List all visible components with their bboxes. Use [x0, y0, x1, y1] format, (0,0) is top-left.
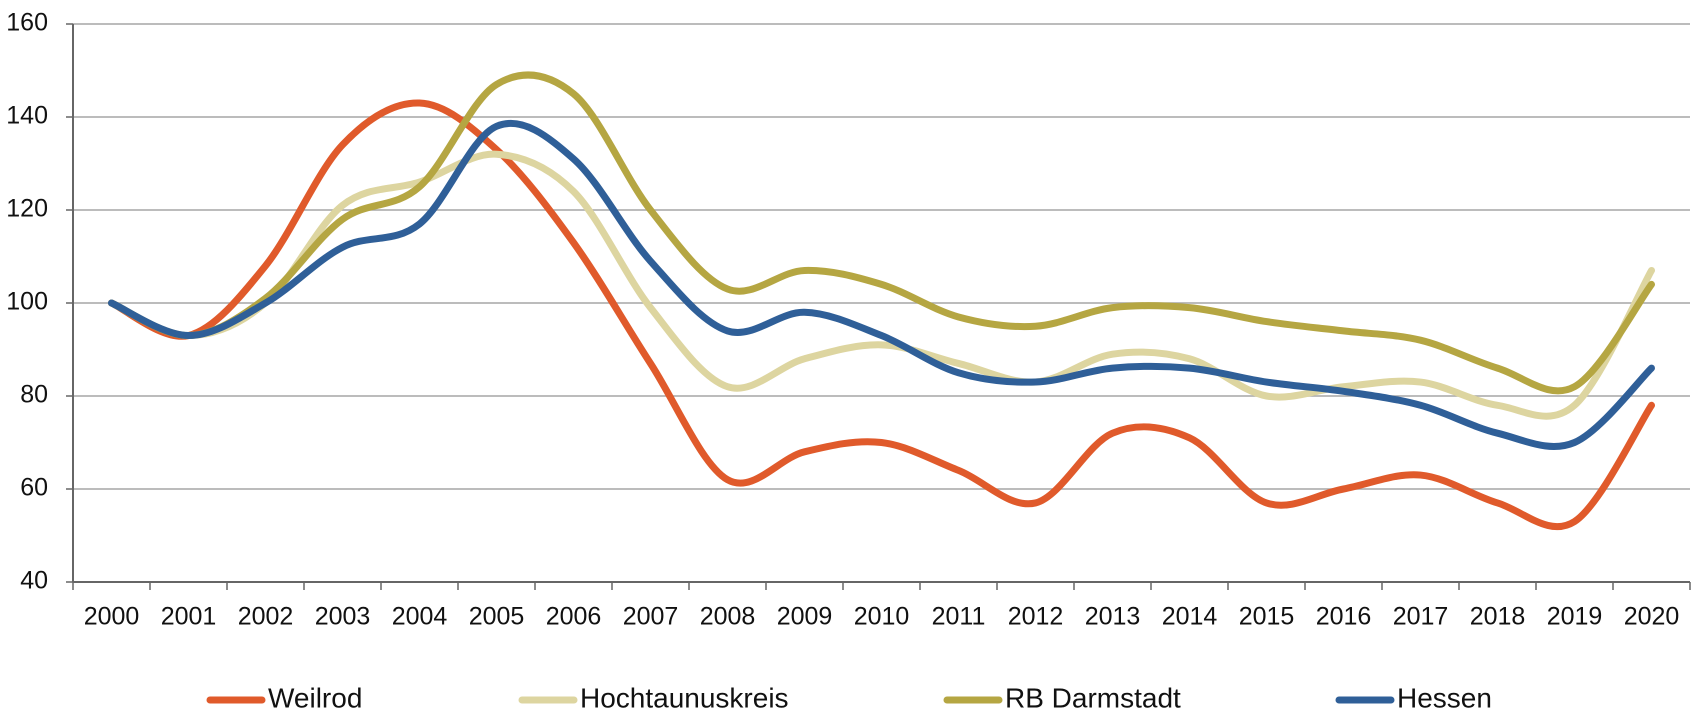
x-tick-label: 2008: [700, 603, 756, 631]
x-tick-label: 2005: [469, 603, 525, 631]
x-tick-label: 2002: [238, 603, 294, 631]
series-line: [108, 150, 1655, 420]
series-line: [108, 71, 1655, 395]
legend-label: Hessen: [1397, 682, 1492, 713]
y-tick-label: 80: [20, 381, 48, 409]
legend-label: RB Darmstadt: [1005, 682, 1181, 713]
x-tick-label: 2001: [161, 603, 217, 631]
y-tick-label: 140: [6, 102, 48, 130]
x-tick-label: 2012: [1008, 603, 1064, 631]
x-tick-label: 2018: [1470, 603, 1526, 631]
x-tick-label: 2004: [392, 603, 448, 631]
x-tick-label: 2000: [84, 603, 140, 631]
x-tick-label: 2016: [1316, 603, 1372, 631]
x-tick-label: 2019: [1547, 603, 1603, 631]
y-tick-label: 60: [20, 474, 48, 502]
x-tick-label: 2017: [1393, 603, 1449, 631]
y-tick-label: 120: [6, 195, 48, 223]
x-tick-label: 2006: [546, 603, 602, 631]
legend-label: Weilrod: [268, 682, 362, 713]
series-line: [108, 119, 1655, 450]
x-tick-label: 2003: [315, 603, 371, 631]
x-tick-label: 2020: [1624, 603, 1680, 631]
x-tick-label: 2011: [932, 603, 986, 631]
legend-label: Hochtaunuskreis: [580, 682, 789, 713]
x-tick-label: 2014: [1162, 603, 1218, 631]
series-line: [108, 99, 1655, 531]
y-tick-label: 160: [6, 9, 48, 37]
y-tick-label: 100: [6, 288, 48, 316]
x-tick-label: 2013: [1085, 603, 1141, 631]
y-tick-label: 40: [20, 567, 48, 595]
x-tick-label: 2015: [1239, 603, 1295, 631]
x-tick-label: 2007: [623, 603, 679, 631]
x-tick-label: 2010: [854, 603, 910, 631]
x-tick-label: 2009: [777, 603, 833, 631]
